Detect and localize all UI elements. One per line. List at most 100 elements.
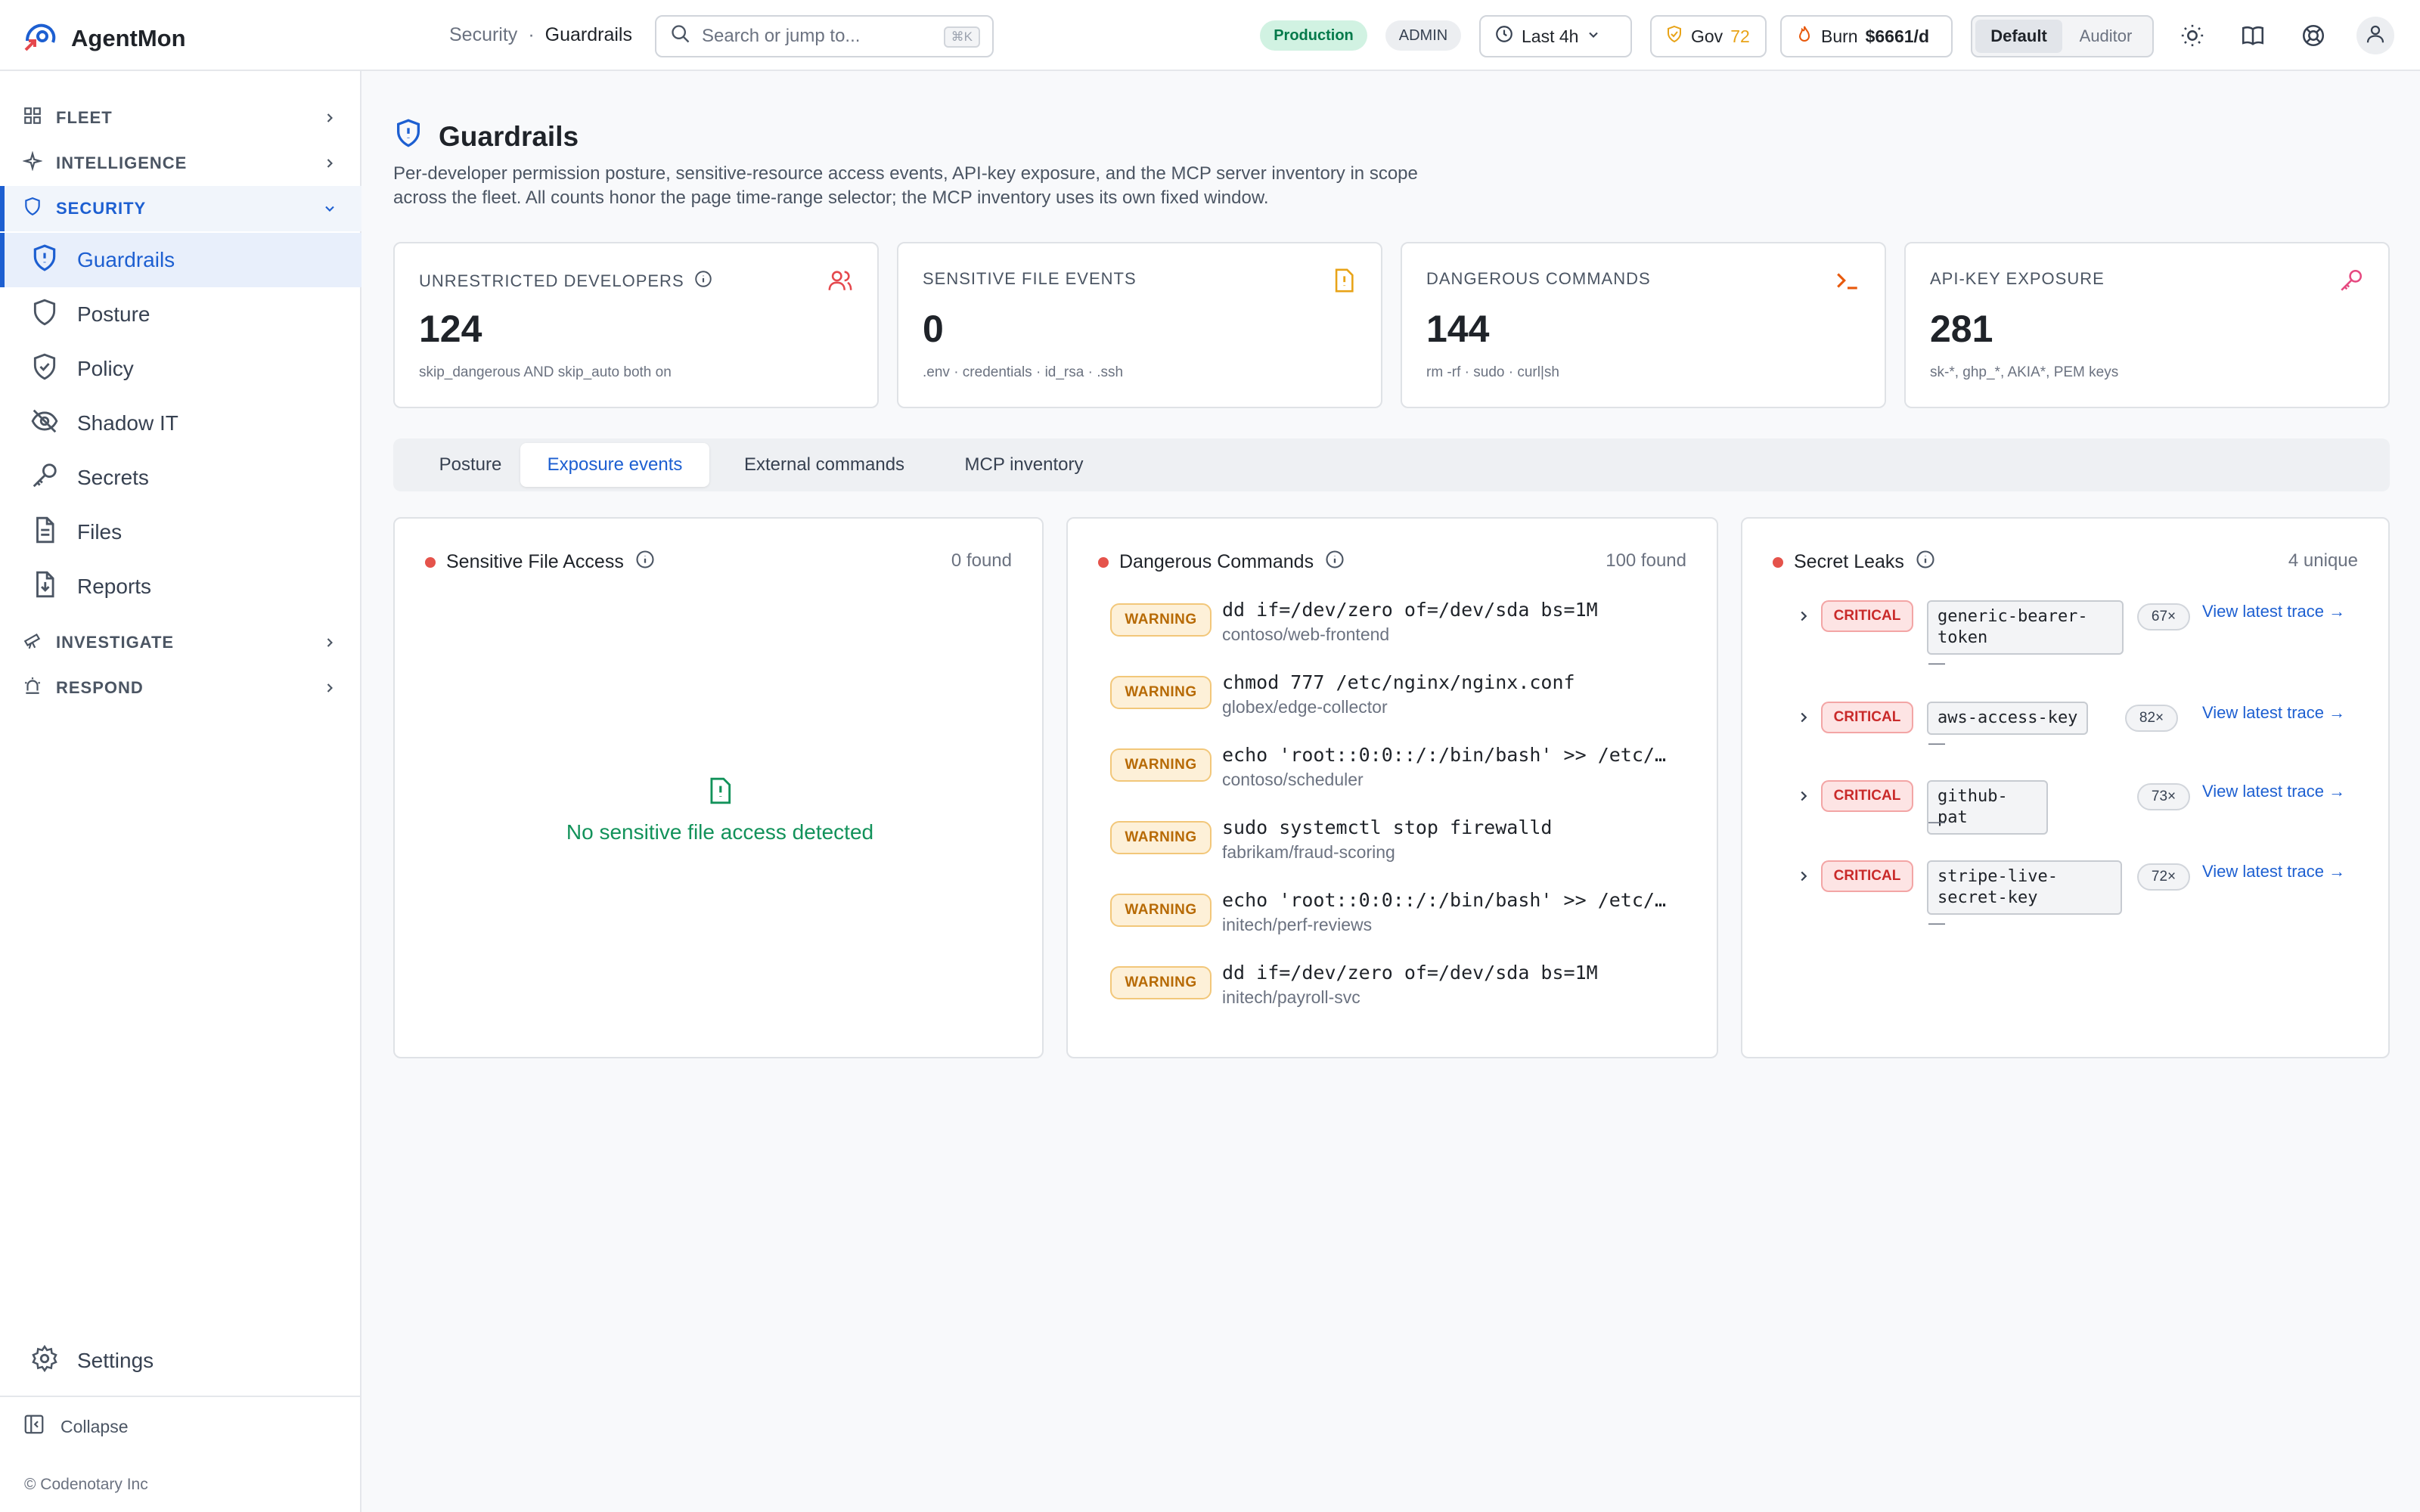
command-row[interactable]: WARNING dd if=/dev/zero of=/dev/sda bs=1…: [1110, 599, 1685, 659]
sidebar-item-reports[interactable]: Reports: [0, 559, 361, 614]
dangerous-commands-panel: Dangerous Commands 100 found WARNING dd …: [1066, 517, 1718, 1058]
info-icon[interactable]: [693, 269, 713, 293]
sidebar-item-policy[interactable]: Policy: [0, 342, 361, 396]
tab-posture[interactable]: Posture: [439, 454, 502, 475]
command-text: dd if=/dev/zero of=/dev/sda bs=1M: [1222, 962, 1598, 984]
sidebar-item-settings[interactable]: Settings: [0, 1334, 361, 1388]
key-icon: [30, 461, 59, 495]
sidebar-group-label: INTELLIGENCE: [56, 153, 188, 172]
theme-sun-icon[interactable]: [2178, 21, 2207, 50]
docs-book-icon[interactable]: [2238, 21, 2267, 50]
terminal-icon: [1835, 268, 1860, 297]
file-download-icon: [30, 570, 59, 604]
info-icon[interactable]: [1915, 549, 1936, 575]
sidebar-item-files[interactable]: Files: [0, 505, 361, 559]
tab-external-commands[interactable]: External commands: [743, 454, 905, 475]
help-lifebuoy-icon[interactable]: [2299, 21, 2328, 50]
gov-score: 72: [1730, 26, 1750, 46]
stat-card-sensitive-file-events[interactable]: SENSITIVE FILE EVENTS 0 .env · credentia…: [897, 242, 1382, 408]
sidebar-group-security[interactable]: SECURITY: [0, 186, 361, 231]
command-row[interactable]: WARNING echo 'root::0:0::/:/bin/bash' >>…: [1110, 744, 1685, 804]
chevron-right-icon[interactable]: [1795, 868, 1812, 888]
command-row[interactable]: WARNING echo 'root::0:0::/:/bin/bash' >>…: [1110, 889, 1685, 950]
info-icon[interactable]: [1324, 549, 1345, 575]
sidebar: FLEET INTELLIGENCE SECURITY Guardrails P…: [0, 71, 361, 1512]
environment-badge: Production: [1260, 20, 1367, 51]
sidebar-item-label: Shadow IT: [77, 411, 178, 435]
stat-card-unrestricted-developers[interactable]: UNRESTRICTED DEVELOPERS 124 skip_dangero…: [393, 242, 879, 408]
user-icon: [2364, 23, 2387, 49]
command-text: echo 'root::0:0::/:/bin/bash' >> /etc/pa…: [1222, 889, 1676, 911]
app-name: AgentMon: [71, 24, 186, 51]
stat-card-dangerous-commands[interactable]: DANGEROUS COMMANDS 144 rm -rf · sudo · c…: [1401, 242, 1886, 408]
time-range-select[interactable]: Last 4h: [1479, 15, 1632, 57]
stat-label-text: API-KEY EXPOSURE: [1930, 269, 2105, 288]
tab-mcp-inventory[interactable]: MCP inventory: [964, 454, 1084, 475]
view-auditor-option[interactable]: Auditor: [2079, 26, 2133, 45]
sidebar-group-respond[interactable]: RESPOND: [0, 665, 361, 711]
sidebar-group-investigate[interactable]: INVESTIGATE: [0, 620, 361, 665]
chevron-right-icon[interactable]: [1795, 608, 1812, 628]
key-icon: [2338, 268, 2364, 297]
view-trace-link[interactable]: View latest trace →: [2202, 862, 2346, 881]
users-icon: [827, 268, 853, 297]
shield-icon: [1665, 24, 1683, 48]
siren-icon: [23, 676, 42, 700]
stat-subtext: skip_dangerous AND skip_auto both on: [419, 364, 672, 380]
user-avatar[interactable]: [2356, 17, 2394, 54]
sidebar-item-posture[interactable]: Posture: [0, 287, 361, 342]
stat-value: 0: [923, 308, 944, 350]
breadcrumb-current: Guardrails: [544, 24, 632, 45]
severity-badge: WARNING: [1110, 676, 1212, 709]
chevron-right-icon[interactable]: [1795, 788, 1812, 808]
severity-badge: CRITICAL: [1821, 780, 1913, 812]
page-title: Guardrails: [393, 118, 579, 155]
repo-name: initech/payroll-svc: [1222, 987, 1360, 1007]
panel-title: Sensitive File Access: [446, 551, 624, 572]
stat-card-api-key-exposure[interactable]: API-KEY EXPOSURE 281 sk-*, ghp_*, AKIA*,…: [1904, 242, 2390, 408]
panel-header: Sensitive File Access: [425, 549, 656, 575]
empty-state-text: No sensitive file access detected: [566, 820, 874, 844]
view-default-option[interactable]: Default: [1975, 20, 2062, 53]
command-row[interactable]: WARNING chmod 777 /etc/nginx/nginx.conf …: [1110, 671, 1685, 732]
command-text: chmod 777 /etc/nginx/nginx.conf: [1222, 671, 1575, 693]
sidebar-item-guardrails[interactable]: Guardrails: [0, 233, 361, 287]
file-alert-icon: [1331, 268, 1357, 297]
sidebar-item-shadow-it[interactable]: Shadow IT: [0, 396, 361, 451]
secret-type: generic-bearer-token: [1927, 600, 2124, 655]
sidebar-group-label: SECURITY: [56, 199, 147, 218]
search-input[interactable]: Search or jump to... ⌘K: [655, 15, 994, 57]
occurrence-count: 73×: [2137, 783, 2190, 810]
chevron-right-icon[interactable]: [1795, 709, 1812, 730]
sidebar-group-label: RESPOND: [56, 678, 144, 697]
view-trace-link[interactable]: View latest trace →: [2202, 703, 2346, 722]
copyright: © Codenotary Inc: [24, 1476, 148, 1493]
sidebar-item-secrets[interactable]: Secrets: [0, 451, 361, 505]
search-shortcut: ⌘K: [943, 26, 980, 48]
panel-count: 4 unique: [2288, 550, 2358, 571]
top-bar: AgentMon Security · Guardrails Search or…: [0, 0, 2420, 71]
collapse-sidebar-button[interactable]: Collapse: [0, 1396, 361, 1456]
burn-rate-button[interactable]: Burn $6661/d: [1780, 15, 1953, 57]
shield-icon: [23, 197, 42, 221]
collapse-label: Collapse: [60, 1416, 129, 1436]
view-trace-link[interactable]: View latest trace →: [2202, 782, 2346, 801]
severity-badge: CRITICAL: [1821, 702, 1913, 733]
search-placeholder: Search or jump to...: [702, 26, 861, 46]
info-icon[interactable]: [634, 549, 656, 575]
view-trace-link[interactable]: View latest trace →: [2202, 602, 2346, 621]
sidebar-group-fleet[interactable]: FLEET: [0, 95, 361, 141]
tab-exposure-events[interactable]: Exposure events: [520, 443, 709, 487]
breadcrumb-parent[interactable]: Security: [449, 24, 518, 45]
secret-type-line: token: [1938, 628, 1988, 647]
sidebar-group-intelligence[interactable]: INTELLIGENCE: [0, 141, 361, 186]
secret-detail: —: [1928, 653, 1945, 672]
severity-badge: WARNING: [1110, 603, 1212, 637]
panel-header: Dangerous Commands: [1098, 549, 1345, 575]
breadcrumb-separator: ·: [528, 24, 535, 45]
command-row[interactable]: WARNING dd if=/dev/zero of=/dev/sda bs=1…: [1110, 962, 1685, 1022]
panel-count: 0 found: [951, 550, 1012, 571]
command-row[interactable]: WARNING sudo systemctl stop firewalld fa…: [1110, 816, 1685, 877]
gov-score-button[interactable]: Gov 72: [1650, 15, 1767, 57]
app-logo[interactable]: AgentMon: [23, 20, 186, 57]
